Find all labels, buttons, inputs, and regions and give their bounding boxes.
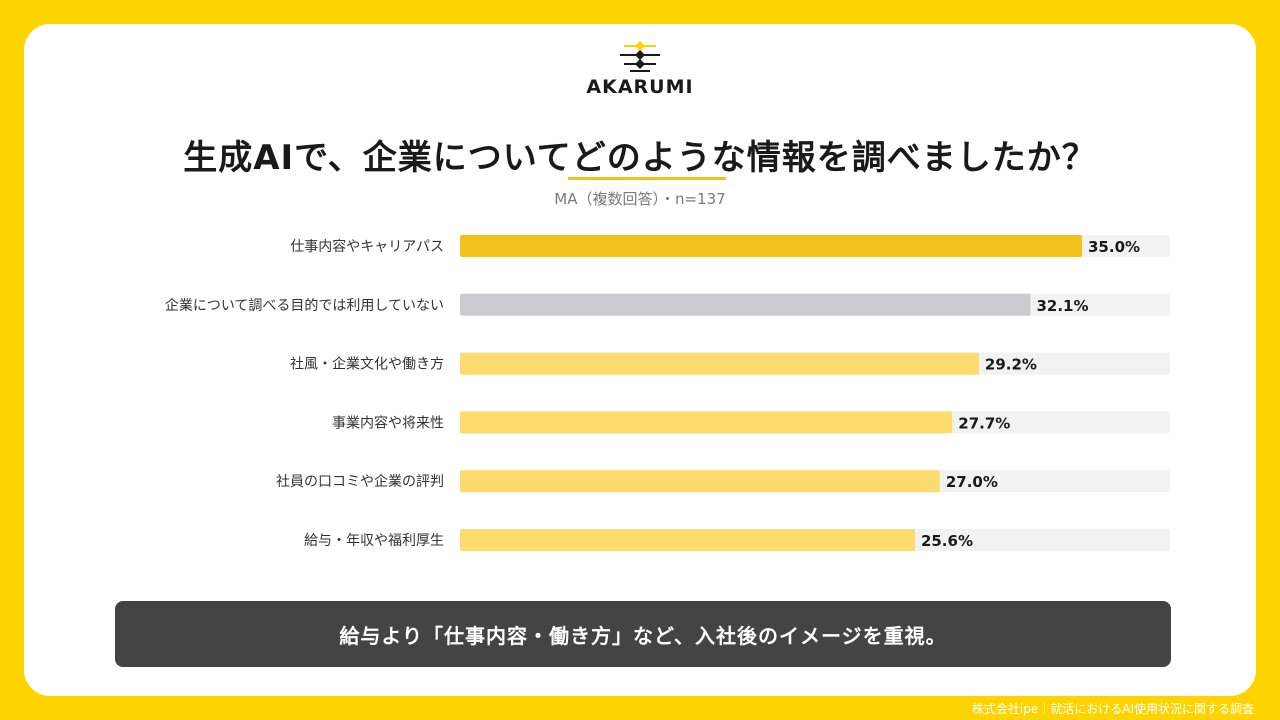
category-label-2: 企業について調べる目的では利用していない xyxy=(165,297,444,314)
value-label-3: 29.2% xyxy=(985,356,1037,374)
category-label-4: 事業内容や将来性 xyxy=(332,414,444,431)
logo-text: AKARUMI xyxy=(586,76,694,98)
page-title: 生成AIで、企業についてどのような情報を調べましたか？ xyxy=(183,138,1097,178)
bar-6 xyxy=(460,529,915,551)
category-label-3: 社風・企業文化や働き方 xyxy=(290,356,444,373)
akarumi-logo-icon xyxy=(620,41,660,72)
bar-1 xyxy=(460,235,1082,257)
value-label-4: 27.7% xyxy=(958,414,1010,432)
bar-4 xyxy=(460,411,953,434)
bar-5 xyxy=(460,470,940,493)
logo: AKARUMI xyxy=(0,40,1280,98)
category-label-6: 給与・年収や福利厚生 xyxy=(304,533,444,549)
summary-banner: 給与より「仕事内容・働き方」など、入社後のイメージを重視。 xyxy=(115,601,1171,667)
category-label-1: 仕事内容やキャリアパス xyxy=(290,238,444,255)
bar-3 xyxy=(460,352,979,375)
value-label-2: 32.1% xyxy=(1036,297,1088,315)
bar-2 xyxy=(460,293,1031,316)
title-underline xyxy=(568,177,726,180)
category-label-5: 社員の口コミや企業の評判 xyxy=(276,473,444,490)
value-label-5: 27.0% xyxy=(946,473,998,491)
value-label-6: 25.6% xyxy=(921,532,973,550)
value-label-1: 35.0% xyxy=(1088,238,1140,256)
footer-credit: 株式会社ipe｜就活におけるAI使用状況に関する調査 xyxy=(971,702,1254,716)
summary-banner-text: 給与より「仕事内容・働き方」など、入社後のイメージを重視。 xyxy=(339,623,947,648)
page-subtitle: MA（複数回答）・n=137 xyxy=(554,190,726,208)
